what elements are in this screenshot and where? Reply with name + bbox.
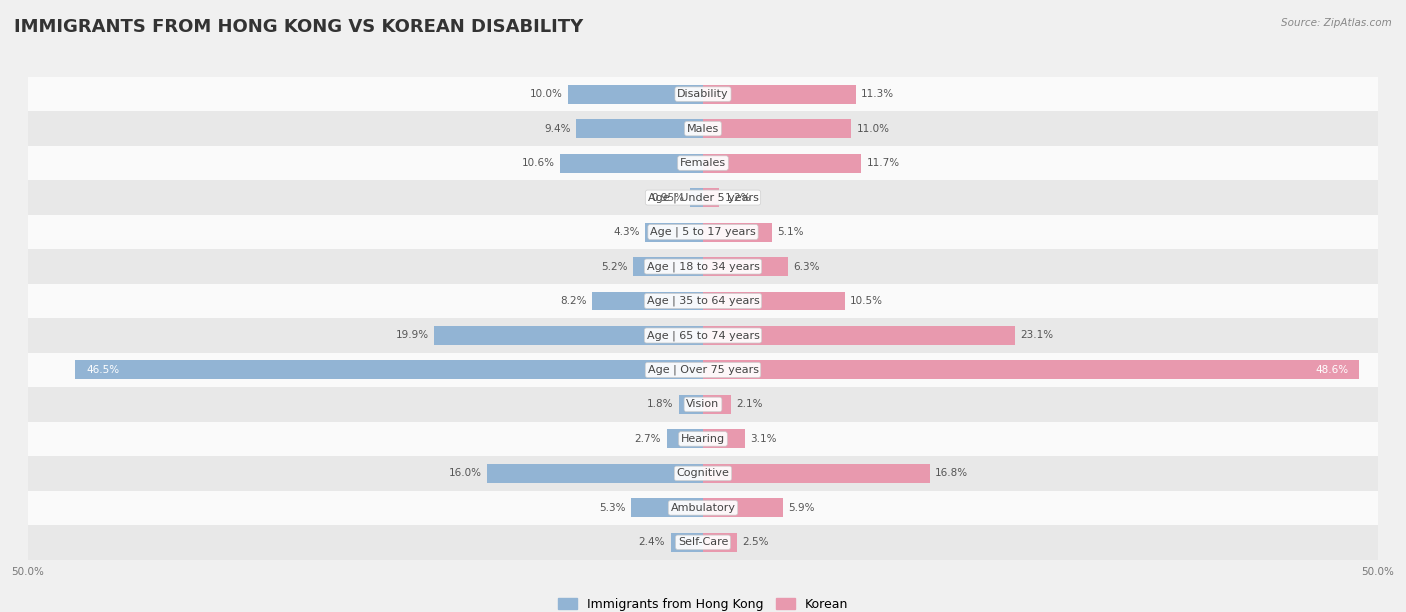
Text: 1.8%: 1.8% bbox=[647, 400, 673, 409]
Bar bbox=[28, 215, 1378, 249]
Bar bbox=[28, 181, 1378, 215]
Bar bbox=[679, 395, 703, 414]
Text: 19.9%: 19.9% bbox=[396, 330, 429, 340]
Text: 5.2%: 5.2% bbox=[600, 261, 627, 272]
Legend: Immigrants from Hong Kong, Korean: Immigrants from Hong Kong, Korean bbox=[553, 592, 853, 612]
Bar bbox=[28, 77, 1378, 111]
Text: Disability: Disability bbox=[678, 89, 728, 99]
Text: Self-Care: Self-Care bbox=[678, 537, 728, 547]
Bar bbox=[633, 257, 703, 276]
Text: 0.95%: 0.95% bbox=[652, 193, 685, 203]
Bar bbox=[28, 456, 1378, 491]
Text: 5.3%: 5.3% bbox=[599, 503, 626, 513]
Text: Hearing: Hearing bbox=[681, 434, 725, 444]
Text: 3.1%: 3.1% bbox=[751, 434, 776, 444]
Bar bbox=[28, 249, 1378, 284]
Bar bbox=[703, 223, 772, 242]
Text: 11.7%: 11.7% bbox=[866, 158, 900, 168]
Bar bbox=[76, 360, 703, 379]
Text: IMMIGRANTS FROM HONG KONG VS KOREAN DISABILITY: IMMIGRANTS FROM HONG KONG VS KOREAN DISA… bbox=[14, 18, 583, 36]
Text: Males: Males bbox=[688, 124, 718, 133]
Text: 4.3%: 4.3% bbox=[613, 227, 640, 237]
Text: Ambulatory: Ambulatory bbox=[671, 503, 735, 513]
Text: 10.5%: 10.5% bbox=[851, 296, 883, 306]
Text: 46.5%: 46.5% bbox=[86, 365, 120, 375]
Bar bbox=[690, 188, 703, 207]
Bar bbox=[703, 498, 783, 517]
Bar bbox=[28, 387, 1378, 422]
Bar bbox=[592, 291, 703, 310]
Bar bbox=[703, 326, 1015, 345]
Text: Age | 65 to 74 years: Age | 65 to 74 years bbox=[647, 330, 759, 341]
Bar bbox=[703, 291, 845, 310]
Bar bbox=[28, 284, 1378, 318]
Text: 9.4%: 9.4% bbox=[544, 124, 571, 133]
Bar bbox=[28, 146, 1378, 181]
Text: 16.8%: 16.8% bbox=[935, 468, 969, 479]
Text: 10.6%: 10.6% bbox=[522, 158, 554, 168]
Bar bbox=[28, 491, 1378, 525]
Text: 8.2%: 8.2% bbox=[561, 296, 586, 306]
Text: 2.4%: 2.4% bbox=[638, 537, 665, 547]
Text: Age | 35 to 64 years: Age | 35 to 64 years bbox=[647, 296, 759, 306]
Bar bbox=[703, 188, 720, 207]
Bar bbox=[28, 318, 1378, 353]
Bar bbox=[576, 119, 703, 138]
Bar bbox=[703, 533, 737, 552]
Text: 5.1%: 5.1% bbox=[778, 227, 804, 237]
Text: Vision: Vision bbox=[686, 400, 720, 409]
Bar bbox=[703, 84, 855, 103]
Bar bbox=[703, 464, 929, 483]
Bar bbox=[568, 84, 703, 103]
Text: Age | Over 75 years: Age | Over 75 years bbox=[648, 365, 758, 375]
Text: Cognitive: Cognitive bbox=[676, 468, 730, 479]
Bar bbox=[666, 430, 703, 449]
Bar bbox=[703, 257, 787, 276]
Text: Age | 5 to 17 years: Age | 5 to 17 years bbox=[650, 227, 756, 237]
Text: 16.0%: 16.0% bbox=[449, 468, 482, 479]
Bar bbox=[28, 525, 1378, 559]
Text: 23.1%: 23.1% bbox=[1021, 330, 1053, 340]
Text: Females: Females bbox=[681, 158, 725, 168]
Bar bbox=[486, 464, 703, 483]
Text: 2.7%: 2.7% bbox=[634, 434, 661, 444]
Text: 2.1%: 2.1% bbox=[737, 400, 763, 409]
Bar bbox=[434, 326, 703, 345]
Text: Age | Under 5 years: Age | Under 5 years bbox=[648, 192, 758, 203]
Bar bbox=[703, 154, 860, 173]
Bar bbox=[703, 430, 745, 449]
Text: 2.5%: 2.5% bbox=[742, 537, 769, 547]
Text: 11.0%: 11.0% bbox=[856, 124, 890, 133]
Text: 10.0%: 10.0% bbox=[530, 89, 562, 99]
Bar bbox=[703, 395, 731, 414]
Bar bbox=[703, 360, 1360, 379]
Text: 6.3%: 6.3% bbox=[793, 261, 820, 272]
Bar bbox=[645, 223, 703, 242]
Text: 48.6%: 48.6% bbox=[1315, 365, 1348, 375]
Bar bbox=[631, 498, 703, 517]
Bar bbox=[703, 119, 852, 138]
Text: 11.3%: 11.3% bbox=[860, 89, 894, 99]
Text: Source: ZipAtlas.com: Source: ZipAtlas.com bbox=[1281, 18, 1392, 28]
Text: 1.2%: 1.2% bbox=[724, 193, 751, 203]
Bar bbox=[671, 533, 703, 552]
Bar bbox=[28, 353, 1378, 387]
Text: Age | 18 to 34 years: Age | 18 to 34 years bbox=[647, 261, 759, 272]
Bar bbox=[560, 154, 703, 173]
Text: 5.9%: 5.9% bbox=[787, 503, 814, 513]
Bar bbox=[28, 422, 1378, 456]
Bar bbox=[28, 111, 1378, 146]
